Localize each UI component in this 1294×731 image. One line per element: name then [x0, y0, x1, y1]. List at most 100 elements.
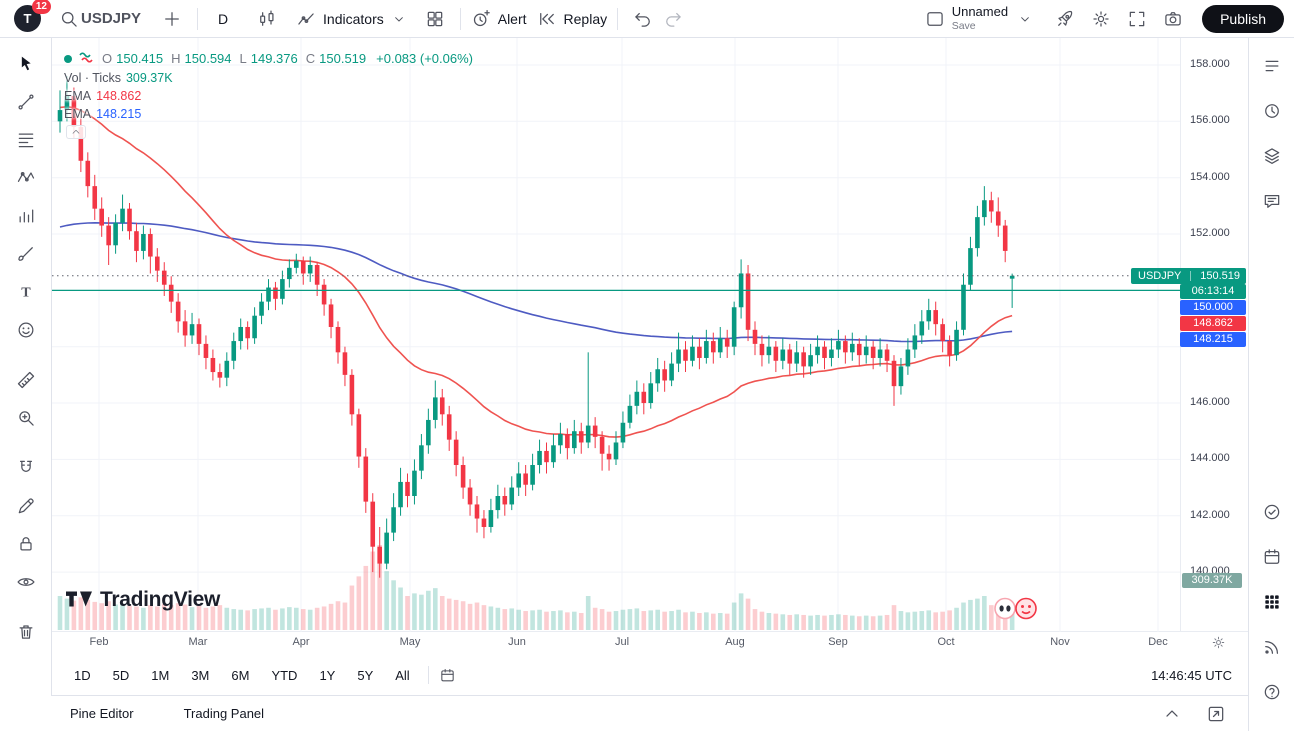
alert-clock-icon	[471, 9, 491, 29]
cursor-tool-button[interactable]	[9, 48, 43, 80]
compare-add-button[interactable]	[157, 4, 187, 34]
layout-caret-button[interactable]	[1010, 4, 1040, 34]
reactions-widget[interactable]	[992, 595, 1040, 627]
axis-settings-icon[interactable]	[1211, 635, 1226, 650]
chart-type-button[interactable]	[252, 4, 282, 34]
interval-button[interactable]: D	[208, 4, 238, 34]
hide-tool-button[interactable]	[9, 566, 43, 598]
sidebar-alerts-button[interactable]	[1256, 95, 1288, 127]
settings-button[interactable]	[1086, 4, 1116, 34]
layers-icon	[1262, 146, 1282, 166]
clock[interactable]: 14:46:45 UTC	[1151, 667, 1232, 683]
replay-button[interactable]: Replay	[537, 4, 607, 34]
close-label: C	[305, 51, 316, 66]
sidebar-help-button[interactable]	[1256, 676, 1288, 708]
watermark-label: TradingView	[100, 588, 221, 611]
sidebar-calendar-button[interactable]	[1256, 541, 1288, 573]
zoom-tool-button[interactable]	[9, 402, 43, 434]
sidebar-apps-button[interactable]	[1256, 586, 1288, 618]
ruler-icon	[16, 370, 36, 390]
volume-legend-row[interactable]: Vol · Ticks 309.37K	[64, 71, 473, 85]
emoji-tool-button[interactable]	[9, 314, 43, 346]
brush-tool-button[interactable]	[9, 238, 43, 270]
forecast-tool-button[interactable]	[9, 200, 43, 232]
tab-trading-panel[interactable]: Trading Panel	[183, 706, 265, 721]
price-plot[interactable]	[52, 38, 1180, 632]
fullscreen-icon	[1127, 9, 1147, 29]
undo-button[interactable]	[628, 4, 658, 34]
range-6m-button[interactable]: 6M	[223, 664, 257, 687]
time-axis-label: Sep	[828, 636, 848, 648]
fullscreen-button[interactable]	[1122, 4, 1152, 34]
panel-expand-button[interactable]	[1162, 704, 1182, 724]
ema-value: 148.215	[96, 107, 142, 121]
avatar-initial: T	[23, 11, 32, 26]
text-tool-button[interactable]: T	[9, 276, 43, 308]
trash-icon	[16, 622, 36, 642]
pattern-tool-button[interactable]	[9, 162, 43, 194]
indicators-button[interactable]: Indicators	[296, 4, 384, 34]
alert-button[interactable]: Alert	[471, 4, 527, 34]
tradingview-watermark: TradingView	[66, 588, 220, 612]
chart-area[interactable]: TradingView 158.000 156.000 154.000 152.000…	[52, 38, 1248, 655]
toolbar-divider	[617, 7, 619, 30]
draw-tool-button[interactable]	[9, 490, 43, 522]
legend-collapse-button[interactable]	[66, 125, 86, 139]
symbol-search-button[interactable]: USDJPY	[59, 4, 141, 34]
snapshot-button[interactable]	[1158, 4, 1188, 34]
range-ytd-button[interactable]: YTD	[263, 664, 305, 687]
ema-legend-row[interactable]: EMA 148.215	[64, 107, 473, 121]
range-1y-button[interactable]: 1Y	[311, 664, 343, 687]
open-label: O	[102, 51, 113, 66]
time-axis-label: Feb	[89, 636, 109, 648]
lock-tool-button[interactable]	[9, 528, 43, 560]
alert-label: Alert	[497, 10, 527, 27]
change-value: +0.083 (+0.06%)	[376, 51, 473, 66]
go-to-date-button[interactable]	[439, 667, 456, 684]
manage-layouts-button[interactable]	[920, 4, 950, 34]
redo-button[interactable]	[658, 4, 688, 34]
price-axis[interactable]: 158.000 156.000 154.000 152.000 146.000 144.0…	[1180, 38, 1248, 632]
range-3m-button[interactable]: 3M	[183, 664, 217, 687]
zoom-icon	[16, 408, 36, 428]
search-icon	[59, 9, 79, 29]
tab-pine-editor[interactable]: Pine Editor	[70, 706, 134, 721]
tradingview-logo-icon	[66, 591, 92, 607]
camera-icon	[1163, 9, 1183, 29]
price-axis-label: 152.000	[1190, 227, 1230, 240]
time-axis[interactable]: Feb Mar Apr May Jun Jul Aug Sep Oct Nov Dec	[52, 632, 1248, 655]
publish-button[interactable]: Publish	[1202, 4, 1284, 33]
layout-box-icon	[925, 9, 945, 29]
range-5d-button[interactable]: 5D	[105, 664, 138, 687]
remove-tool-button[interactable]	[9, 616, 43, 648]
panel-window-button[interactable]	[1206, 704, 1226, 724]
range-5y-button[interactable]: 5Y	[349, 664, 381, 687]
chart-canvas[interactable]: TradingView 158.000 156.000 154.000 152.000…	[52, 38, 1248, 632]
trend-line-tool-button[interactable]	[9, 86, 43, 118]
range-1m-button[interactable]: 1M	[143, 664, 177, 687]
layout-name-block[interactable]: Unnamed Save	[951, 4, 1008, 32]
range-all-button[interactable]: All	[387, 664, 417, 687]
range-1d-button[interactable]: 1D	[66, 664, 99, 687]
symbol-name: USDJPY	[81, 10, 142, 27]
chevron-up-icon	[1162, 704, 1182, 724]
ohlc-legend-row[interactable]: O 150.415 H 150.594 L 149.376 C 150.519 +0.0…	[64, 50, 473, 67]
sidebar-ideas-button[interactable]	[1256, 496, 1288, 528]
user-avatar[interactable]: T 12	[14, 0, 51, 32]
ema-legend-row[interactable]: EMA 148.862	[64, 89, 473, 103]
cursor-icon	[16, 54, 36, 74]
sidebar-object-tree-button[interactable]	[1256, 140, 1288, 172]
sidebar-chat-button[interactable]	[1256, 185, 1288, 217]
sidebar-broadcast-button[interactable]	[1256, 631, 1288, 663]
layout-grid-button[interactable]	[420, 4, 450, 34]
measure-tool-button[interactable]	[9, 364, 43, 396]
save-label: Save	[951, 19, 976, 32]
sidebar-watchlist-button[interactable]	[1256, 50, 1288, 82]
fib-retracement-tool-button[interactable]	[9, 124, 43, 156]
candles-icon	[257, 9, 277, 29]
toolbar-divider	[459, 7, 461, 30]
quick-actions-button[interactable]	[1050, 4, 1080, 34]
indicator-templates-caret[interactable]	[384, 4, 414, 34]
magnet-tool-button[interactable]	[9, 452, 43, 484]
chart-legend: O 150.415 H 150.594 L 149.376 C 150.519 +0.0…	[64, 50, 473, 139]
